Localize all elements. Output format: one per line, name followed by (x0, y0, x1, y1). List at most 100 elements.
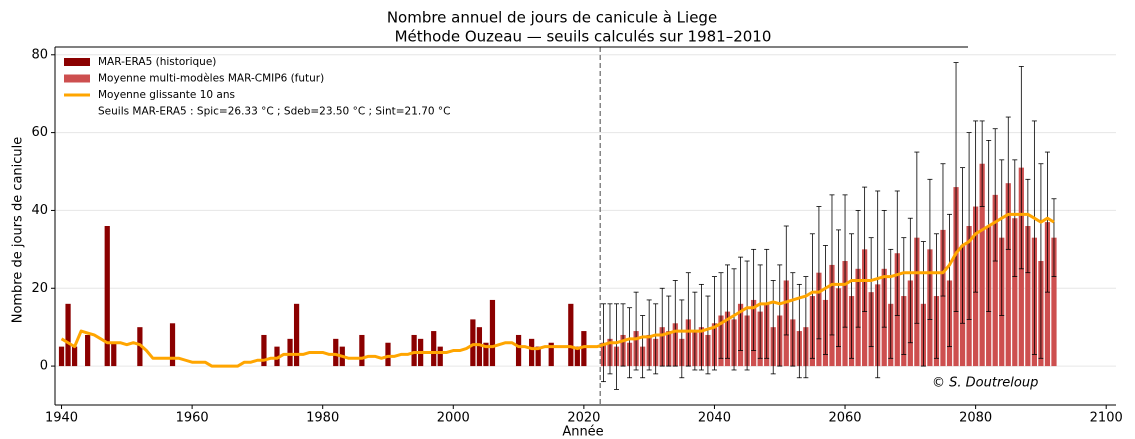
error-bar (979, 120, 985, 207)
x-tick-label: 2100 (1090, 411, 1123, 426)
bar (274, 346, 280, 367)
error-bar (914, 151, 920, 324)
y-tick-label: 40 (31, 203, 48, 218)
x-tick-label: 1960 (176, 411, 209, 426)
error-bar (907, 217, 913, 344)
error-bar (849, 233, 855, 359)
bar (568, 303, 574, 367)
error-bar (809, 233, 815, 359)
error-bar (881, 210, 887, 328)
chart-title: Nombre annuel de jours de canicule à Lie… (387, 9, 717, 27)
legend-label: Moyenne multi-modèles MAR-CMIP6 (futur) (98, 73, 324, 85)
error-bar (633, 291, 639, 371)
error-bar (666, 295, 672, 367)
error-bar (973, 120, 979, 293)
bar (581, 331, 587, 367)
error-bar (920, 241, 926, 367)
error-bar (738, 256, 744, 351)
error-bar (836, 229, 842, 348)
error-bar (685, 272, 691, 367)
x-tick-label: 2080 (959, 411, 992, 426)
error-bar (751, 248, 757, 351)
error-bar (1012, 159, 1018, 277)
rolling-mean-line (60, 212, 1055, 368)
error-bar (927, 178, 933, 320)
error-bar (744, 260, 750, 371)
error-bar (757, 264, 763, 359)
bar (489, 299, 496, 367)
bar (65, 303, 71, 367)
error-bar (620, 303, 626, 367)
bar (104, 226, 110, 367)
error-bar (816, 206, 822, 340)
bar (470, 319, 476, 367)
error-bar (855, 210, 861, 328)
bar (437, 346, 443, 367)
error-bar (783, 225, 789, 336)
legend-label: Moyenne glissante 10 ans (98, 89, 235, 101)
error-bar (1038, 163, 1044, 359)
y-tick-label: 60 (31, 125, 48, 140)
error-bar (796, 283, 802, 379)
error-bar (627, 307, 633, 379)
legend-note: Seuils MAR-ERA5 : Spic=26.33 °C ; Sdeb=2… (98, 106, 451, 118)
bar (574, 346, 580, 367)
error-bar (646, 299, 652, 371)
error-bar (607, 303, 613, 375)
error-bar (790, 272, 796, 367)
error-bar (803, 276, 809, 379)
bar (535, 346, 541, 367)
bar (1025, 226, 1031, 367)
error-bar (933, 233, 939, 359)
error-bar (953, 62, 959, 313)
error-bar (731, 268, 737, 371)
bar (287, 338, 293, 367)
error-bar (653, 303, 659, 375)
x-tick-label: 1980 (306, 411, 339, 426)
bar (476, 327, 483, 367)
bar (85, 334, 91, 367)
y-tick-label: 0 (40, 359, 48, 374)
bar (992, 194, 998, 367)
x-tick-label: 2000 (437, 411, 470, 426)
bar (979, 163, 985, 367)
error-bar (862, 186, 868, 313)
error-bar (718, 272, 724, 359)
bar (1044, 222, 1051, 367)
error-bar (901, 237, 907, 355)
error-bar (1031, 120, 1037, 355)
bar (1051, 237, 1057, 367)
bar (431, 331, 437, 367)
error-bar (894, 190, 900, 316)
bar (1012, 218, 1018, 367)
error-bar (640, 315, 646, 379)
x-axis-label: Année (562, 425, 603, 439)
bar (359, 334, 365, 367)
error-bar (614, 303, 620, 390)
bar (529, 338, 535, 367)
error-bar (600, 303, 606, 383)
error-bar (875, 190, 881, 379)
error-bar (777, 264, 783, 367)
error-bar (725, 264, 731, 359)
y-axis-label: Nombre de jours de canicule (11, 137, 26, 324)
error-bar (1051, 198, 1057, 277)
error-bar (705, 295, 711, 375)
bar (1005, 183, 1011, 367)
error-bar (1018, 66, 1024, 270)
y-tick-label: 80 (31, 47, 48, 62)
error-bar (888, 248, 894, 359)
annotation: © S. Doutreloup (932, 376, 1038, 391)
bar (483, 342, 489, 367)
legend-swatch (64, 74, 90, 83)
error-bar (711, 276, 717, 371)
y-tick-label: 20 (31, 281, 48, 296)
error-bar (1025, 178, 1031, 274)
error-bar (672, 280, 678, 367)
error-bar (1005, 116, 1011, 250)
error-bar (822, 245, 828, 355)
error-bar (770, 280, 776, 375)
error-bar (659, 287, 665, 367)
x-tick-label: 2060 (828, 411, 861, 426)
